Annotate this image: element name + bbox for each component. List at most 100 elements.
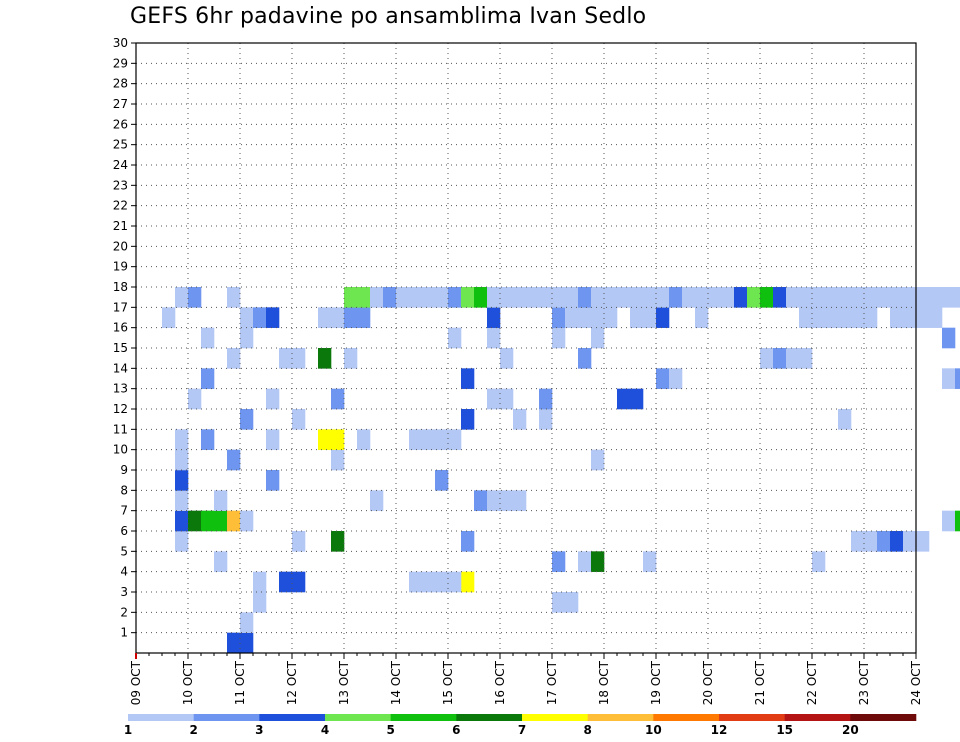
heatmap-cell (422, 287, 436, 308)
grid-lines (136, 43, 916, 653)
heatmap-cell (656, 368, 670, 389)
heatmap-cell (903, 531, 917, 552)
heatmap-cell (695, 307, 709, 328)
heatmap-cell (500, 388, 514, 410)
heatmap-cell (747, 287, 761, 308)
heatmap-cell (487, 388, 501, 410)
y-tick-label: 24 (113, 158, 128, 172)
x-tick-label: 17 OCT (545, 660, 559, 705)
heatmap-cell (461, 368, 475, 389)
colorbar-label: 20 (842, 723, 859, 737)
heatmap-cell (903, 307, 917, 328)
colorbar-label: 2 (189, 723, 197, 737)
heatmap-cell (929, 307, 943, 328)
y-tick-label: 28 (113, 77, 128, 91)
heatmap-cell (656, 307, 670, 328)
heatmap-cell (331, 449, 345, 471)
x-tick-label: 13 OCT (337, 660, 351, 705)
heatmap-cell (357, 307, 371, 328)
heatmap-cell (604, 307, 618, 328)
colorbar-segment (390, 714, 457, 721)
heatmap-cell (227, 449, 241, 471)
heatmap-cell (890, 287, 904, 308)
heatmap-cell (708, 287, 722, 308)
heatmap-cell (916, 531, 930, 552)
y-tick-label: 10 (113, 443, 128, 457)
heatmap-cell (773, 287, 787, 308)
heatmap-cell (929, 287, 943, 308)
heatmap-cell (669, 368, 683, 389)
heatmap-cell (461, 571, 475, 593)
heatmap-cell (539, 409, 553, 430)
y-tick-label: 29 (113, 56, 128, 70)
heatmap-cell (773, 348, 787, 369)
x-tick-label: 19 OCT (649, 660, 663, 705)
heatmap-cell (942, 287, 956, 308)
heatmap-cell (318, 307, 332, 328)
heatmap-cell (487, 307, 501, 328)
heatmap-cell (175, 429, 189, 450)
heatmap-cell (409, 429, 423, 450)
heatmap-cell (552, 287, 566, 308)
heatmap-cell (188, 510, 202, 532)
heatmap-cell (812, 287, 826, 308)
heatmap-cell (669, 287, 683, 308)
y-tick-label: 23 (113, 178, 128, 192)
heatmap-cell (461, 287, 475, 308)
heatmap-cell (578, 307, 592, 328)
heatmap-cell (175, 449, 189, 471)
heatmap-cell (266, 307, 280, 328)
heatmap-cell (630, 287, 644, 308)
heatmap-cell (422, 571, 436, 593)
heatmap-cell (825, 307, 839, 328)
heatmap-cell (786, 348, 800, 369)
heatmap-cell (409, 287, 423, 308)
heatmap-cell (253, 592, 267, 613)
heatmap-cell (435, 571, 449, 593)
heatmap-cell (513, 409, 527, 430)
heatmap-cell (721, 287, 735, 308)
heatmap-cell (422, 429, 436, 450)
y-tick-label: 14 (113, 361, 128, 375)
heatmap-cell (201, 327, 215, 349)
heatmap-cell (461, 409, 475, 430)
colorbar-label: 15 (776, 723, 793, 737)
heatmap-cell (279, 348, 293, 369)
colorbar-segment (587, 714, 654, 721)
heatmap-cell (266, 429, 280, 450)
heatmap-cell (396, 287, 410, 308)
heatmap-cell (760, 348, 774, 369)
heatmap-cell (344, 307, 358, 328)
y-tick-label: 12 (113, 402, 128, 416)
heatmap-cell (851, 287, 865, 308)
heatmap-cell (825, 287, 839, 308)
heatmap-cell (448, 287, 462, 308)
heatmap-cell (786, 287, 800, 308)
heatmap-cell (357, 429, 371, 450)
heatmap-cell (292, 409, 306, 430)
heatmap-cell (214, 490, 228, 511)
heatmap-cell (266, 470, 280, 491)
heatmap-cell (448, 571, 462, 593)
heatmap-cell (240, 510, 254, 532)
colorbar-label: 12 (711, 723, 728, 737)
y-tick-label: 25 (113, 138, 128, 152)
heatmap-cell (591, 287, 605, 308)
heatmap-cell (292, 531, 306, 552)
y-tick-label: 16 (113, 321, 128, 335)
heatmap-cell (448, 429, 462, 450)
heatmap-cell (162, 307, 176, 328)
heatmap-cell (695, 287, 709, 308)
heatmap-cell (500, 348, 514, 369)
colorbar-label: 10 (645, 723, 662, 737)
x-tick-label: 23 OCT (857, 660, 871, 705)
y-axis: 1234567891011121314151617181920212223242… (113, 36, 136, 640)
colorbar-segment (522, 714, 588, 721)
heatmap-cell (487, 287, 501, 308)
heatmap-cells (162, 287, 960, 654)
heatmap-cell (318, 429, 332, 450)
colorbar-segment (719, 714, 785, 721)
colorbar-label: 8 (583, 723, 591, 737)
heatmap-cell (266, 388, 280, 410)
heatmap-cell (435, 429, 449, 450)
